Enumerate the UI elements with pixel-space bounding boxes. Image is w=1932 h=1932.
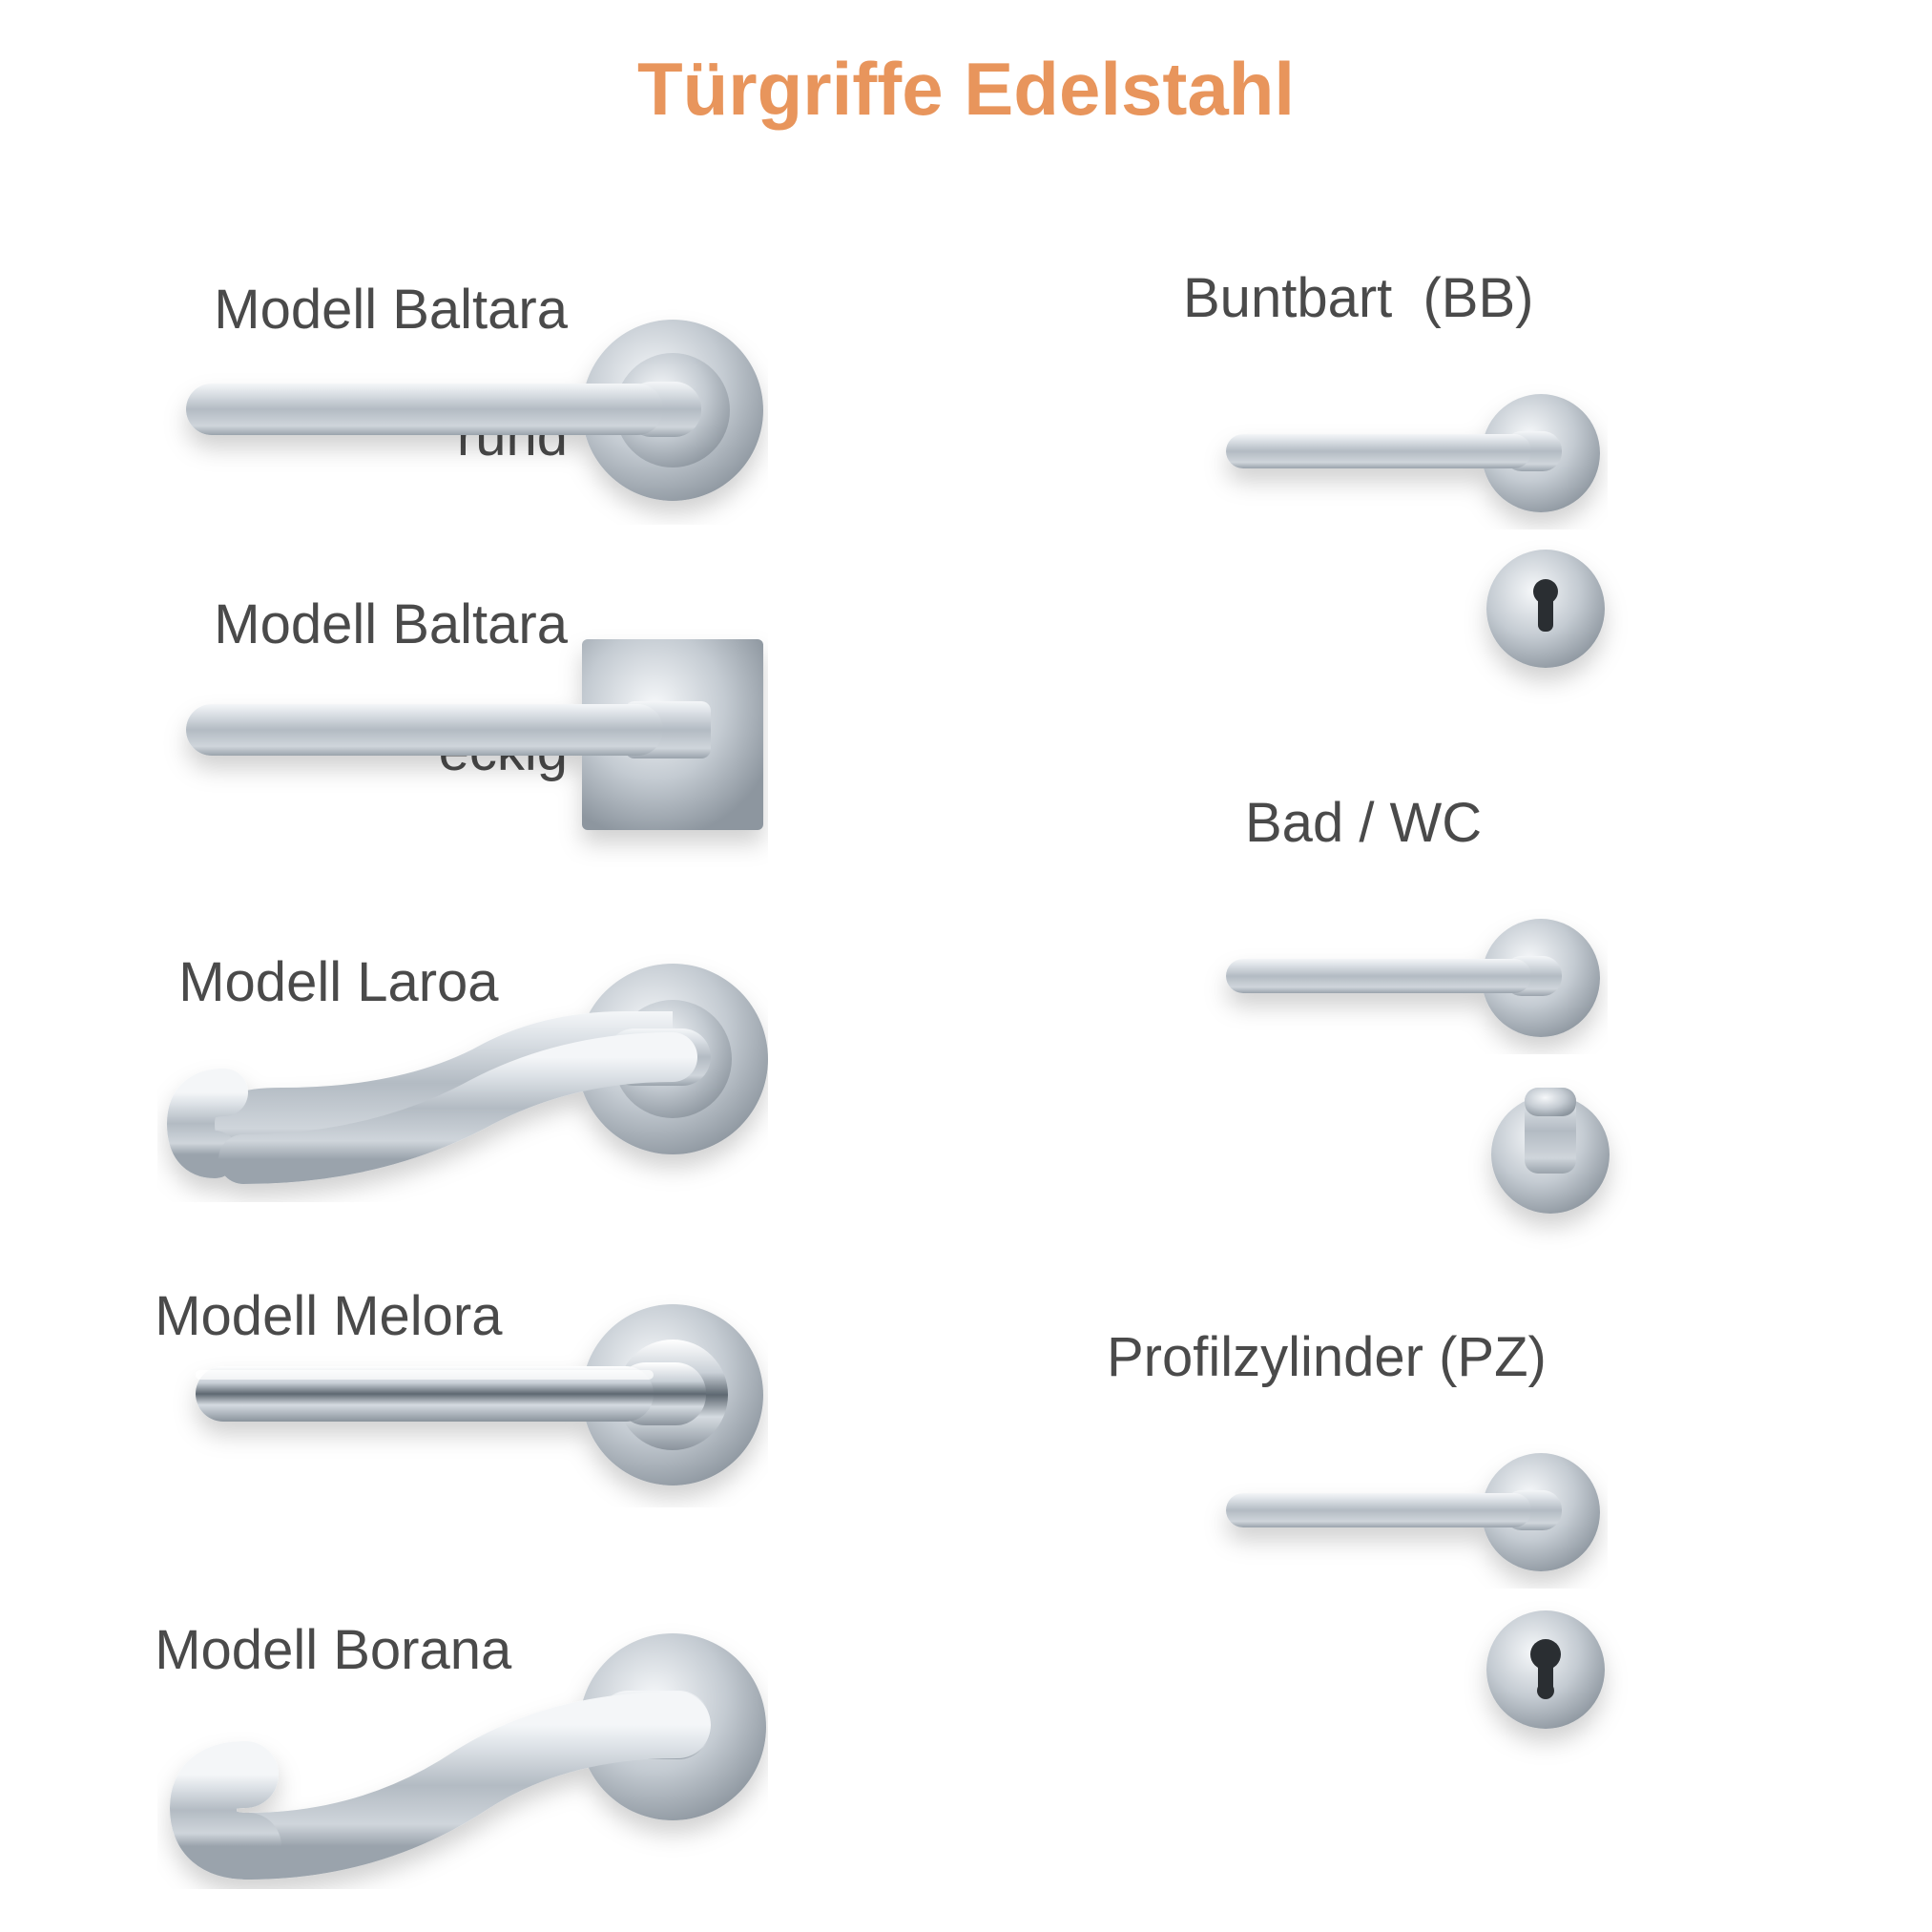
escutcheon-pz [1460, 1593, 1631, 1765]
label-profilzylinder-pz: Profilzylinder (PZ) [1107, 1326, 1547, 1390]
handle-melora [157, 1288, 768, 1507]
handle-laroa [157, 954, 768, 1202]
escutcheon-wc [1460, 1059, 1641, 1250]
small-handle-wc [1197, 906, 1608, 1054]
label-buntbart-bb: Buntbart (BB) [1183, 267, 1533, 331]
small-handle-pz [1197, 1441, 1608, 1589]
handle-baltara-eckig [157, 620, 768, 868]
escutcheon-bb [1460, 534, 1631, 706]
handle-baltara-rund [157, 305, 768, 525]
label-bad-wc: Bad / WC [1245, 792, 1482, 856]
small-handle-bb [1197, 382, 1608, 530]
page-title: Türgriffe Edelstahl [0, 46, 1932, 133]
handle-borana [157, 1622, 768, 1889]
